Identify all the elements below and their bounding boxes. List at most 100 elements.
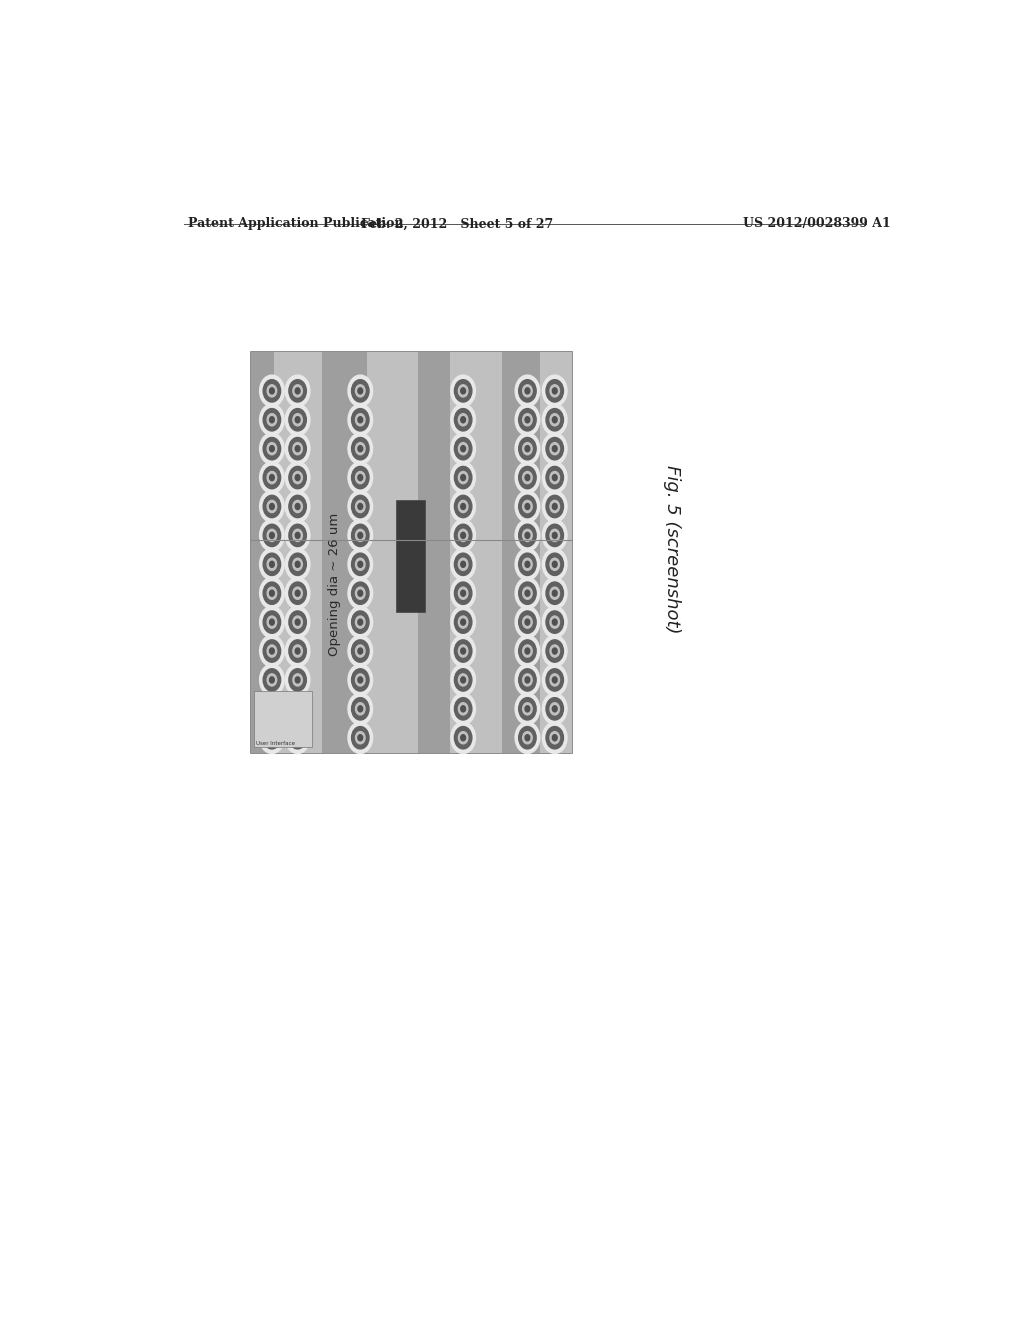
Circle shape: [286, 491, 310, 523]
Circle shape: [519, 524, 537, 546]
Bar: [322, 351, 367, 752]
Circle shape: [525, 619, 529, 626]
Circle shape: [351, 726, 369, 748]
Circle shape: [293, 384, 302, 397]
Circle shape: [355, 587, 365, 599]
Circle shape: [267, 702, 276, 715]
Circle shape: [295, 532, 300, 539]
Circle shape: [451, 635, 475, 667]
Circle shape: [515, 491, 540, 523]
Circle shape: [519, 726, 537, 748]
Circle shape: [546, 495, 563, 517]
Circle shape: [543, 635, 567, 667]
Circle shape: [358, 619, 362, 626]
Circle shape: [546, 640, 563, 663]
Circle shape: [459, 731, 468, 744]
Circle shape: [293, 587, 302, 599]
Circle shape: [519, 640, 537, 663]
Circle shape: [293, 673, 302, 686]
Circle shape: [455, 582, 472, 605]
Circle shape: [461, 706, 466, 711]
Circle shape: [260, 549, 285, 579]
Circle shape: [515, 375, 540, 407]
Circle shape: [263, 640, 281, 663]
Bar: [418, 351, 451, 752]
Circle shape: [451, 577, 475, 609]
Circle shape: [522, 442, 532, 455]
Circle shape: [293, 529, 302, 541]
Circle shape: [351, 524, 369, 546]
Text: Opening dia ~ 26 um: Opening dia ~ 26 um: [328, 512, 341, 656]
Circle shape: [515, 404, 540, 436]
Circle shape: [525, 590, 529, 597]
Circle shape: [546, 611, 563, 634]
Circle shape: [451, 693, 475, 725]
Circle shape: [295, 474, 300, 480]
Circle shape: [543, 404, 567, 436]
Circle shape: [358, 648, 362, 655]
Circle shape: [522, 673, 532, 686]
Circle shape: [358, 474, 362, 480]
Circle shape: [552, 706, 557, 711]
Circle shape: [543, 491, 567, 523]
Circle shape: [455, 495, 472, 517]
Circle shape: [263, 726, 281, 748]
Circle shape: [351, 582, 369, 605]
Circle shape: [286, 375, 310, 407]
Circle shape: [461, 735, 466, 741]
Circle shape: [289, 582, 306, 605]
Circle shape: [263, 380, 281, 403]
Circle shape: [289, 524, 306, 546]
Circle shape: [455, 611, 472, 634]
Circle shape: [552, 561, 557, 568]
Circle shape: [546, 582, 563, 605]
Circle shape: [269, 417, 274, 422]
Circle shape: [269, 474, 274, 480]
Circle shape: [459, 616, 468, 628]
Circle shape: [267, 731, 276, 744]
Circle shape: [289, 698, 306, 719]
Circle shape: [550, 645, 559, 657]
Circle shape: [351, 495, 369, 517]
Circle shape: [263, 524, 281, 546]
Circle shape: [451, 491, 475, 523]
Bar: [251, 351, 572, 752]
Circle shape: [543, 375, 567, 407]
Circle shape: [461, 648, 466, 655]
Circle shape: [459, 558, 468, 570]
Circle shape: [269, 532, 274, 539]
Circle shape: [269, 677, 274, 682]
Circle shape: [286, 404, 310, 436]
Circle shape: [515, 549, 540, 579]
Circle shape: [289, 640, 306, 663]
Circle shape: [358, 417, 362, 422]
Circle shape: [348, 433, 373, 465]
Circle shape: [461, 561, 466, 568]
Circle shape: [522, 645, 532, 657]
Circle shape: [525, 503, 529, 510]
Circle shape: [451, 433, 475, 465]
Text: User Interface: User Interface: [256, 741, 295, 746]
Circle shape: [355, 384, 365, 397]
Circle shape: [260, 404, 285, 436]
Circle shape: [295, 735, 300, 741]
Circle shape: [295, 677, 300, 682]
Circle shape: [358, 388, 362, 393]
Circle shape: [295, 590, 300, 597]
Circle shape: [515, 664, 540, 696]
Circle shape: [286, 577, 310, 609]
Circle shape: [455, 409, 472, 430]
Circle shape: [295, 648, 300, 655]
Circle shape: [348, 404, 373, 436]
Circle shape: [289, 437, 306, 459]
Circle shape: [286, 635, 310, 667]
Circle shape: [269, 561, 274, 568]
Circle shape: [525, 648, 529, 655]
Circle shape: [525, 706, 529, 711]
Circle shape: [267, 558, 276, 570]
Circle shape: [455, 437, 472, 459]
Circle shape: [267, 645, 276, 657]
Bar: [273, 351, 322, 752]
Circle shape: [355, 673, 365, 686]
Circle shape: [543, 462, 567, 494]
